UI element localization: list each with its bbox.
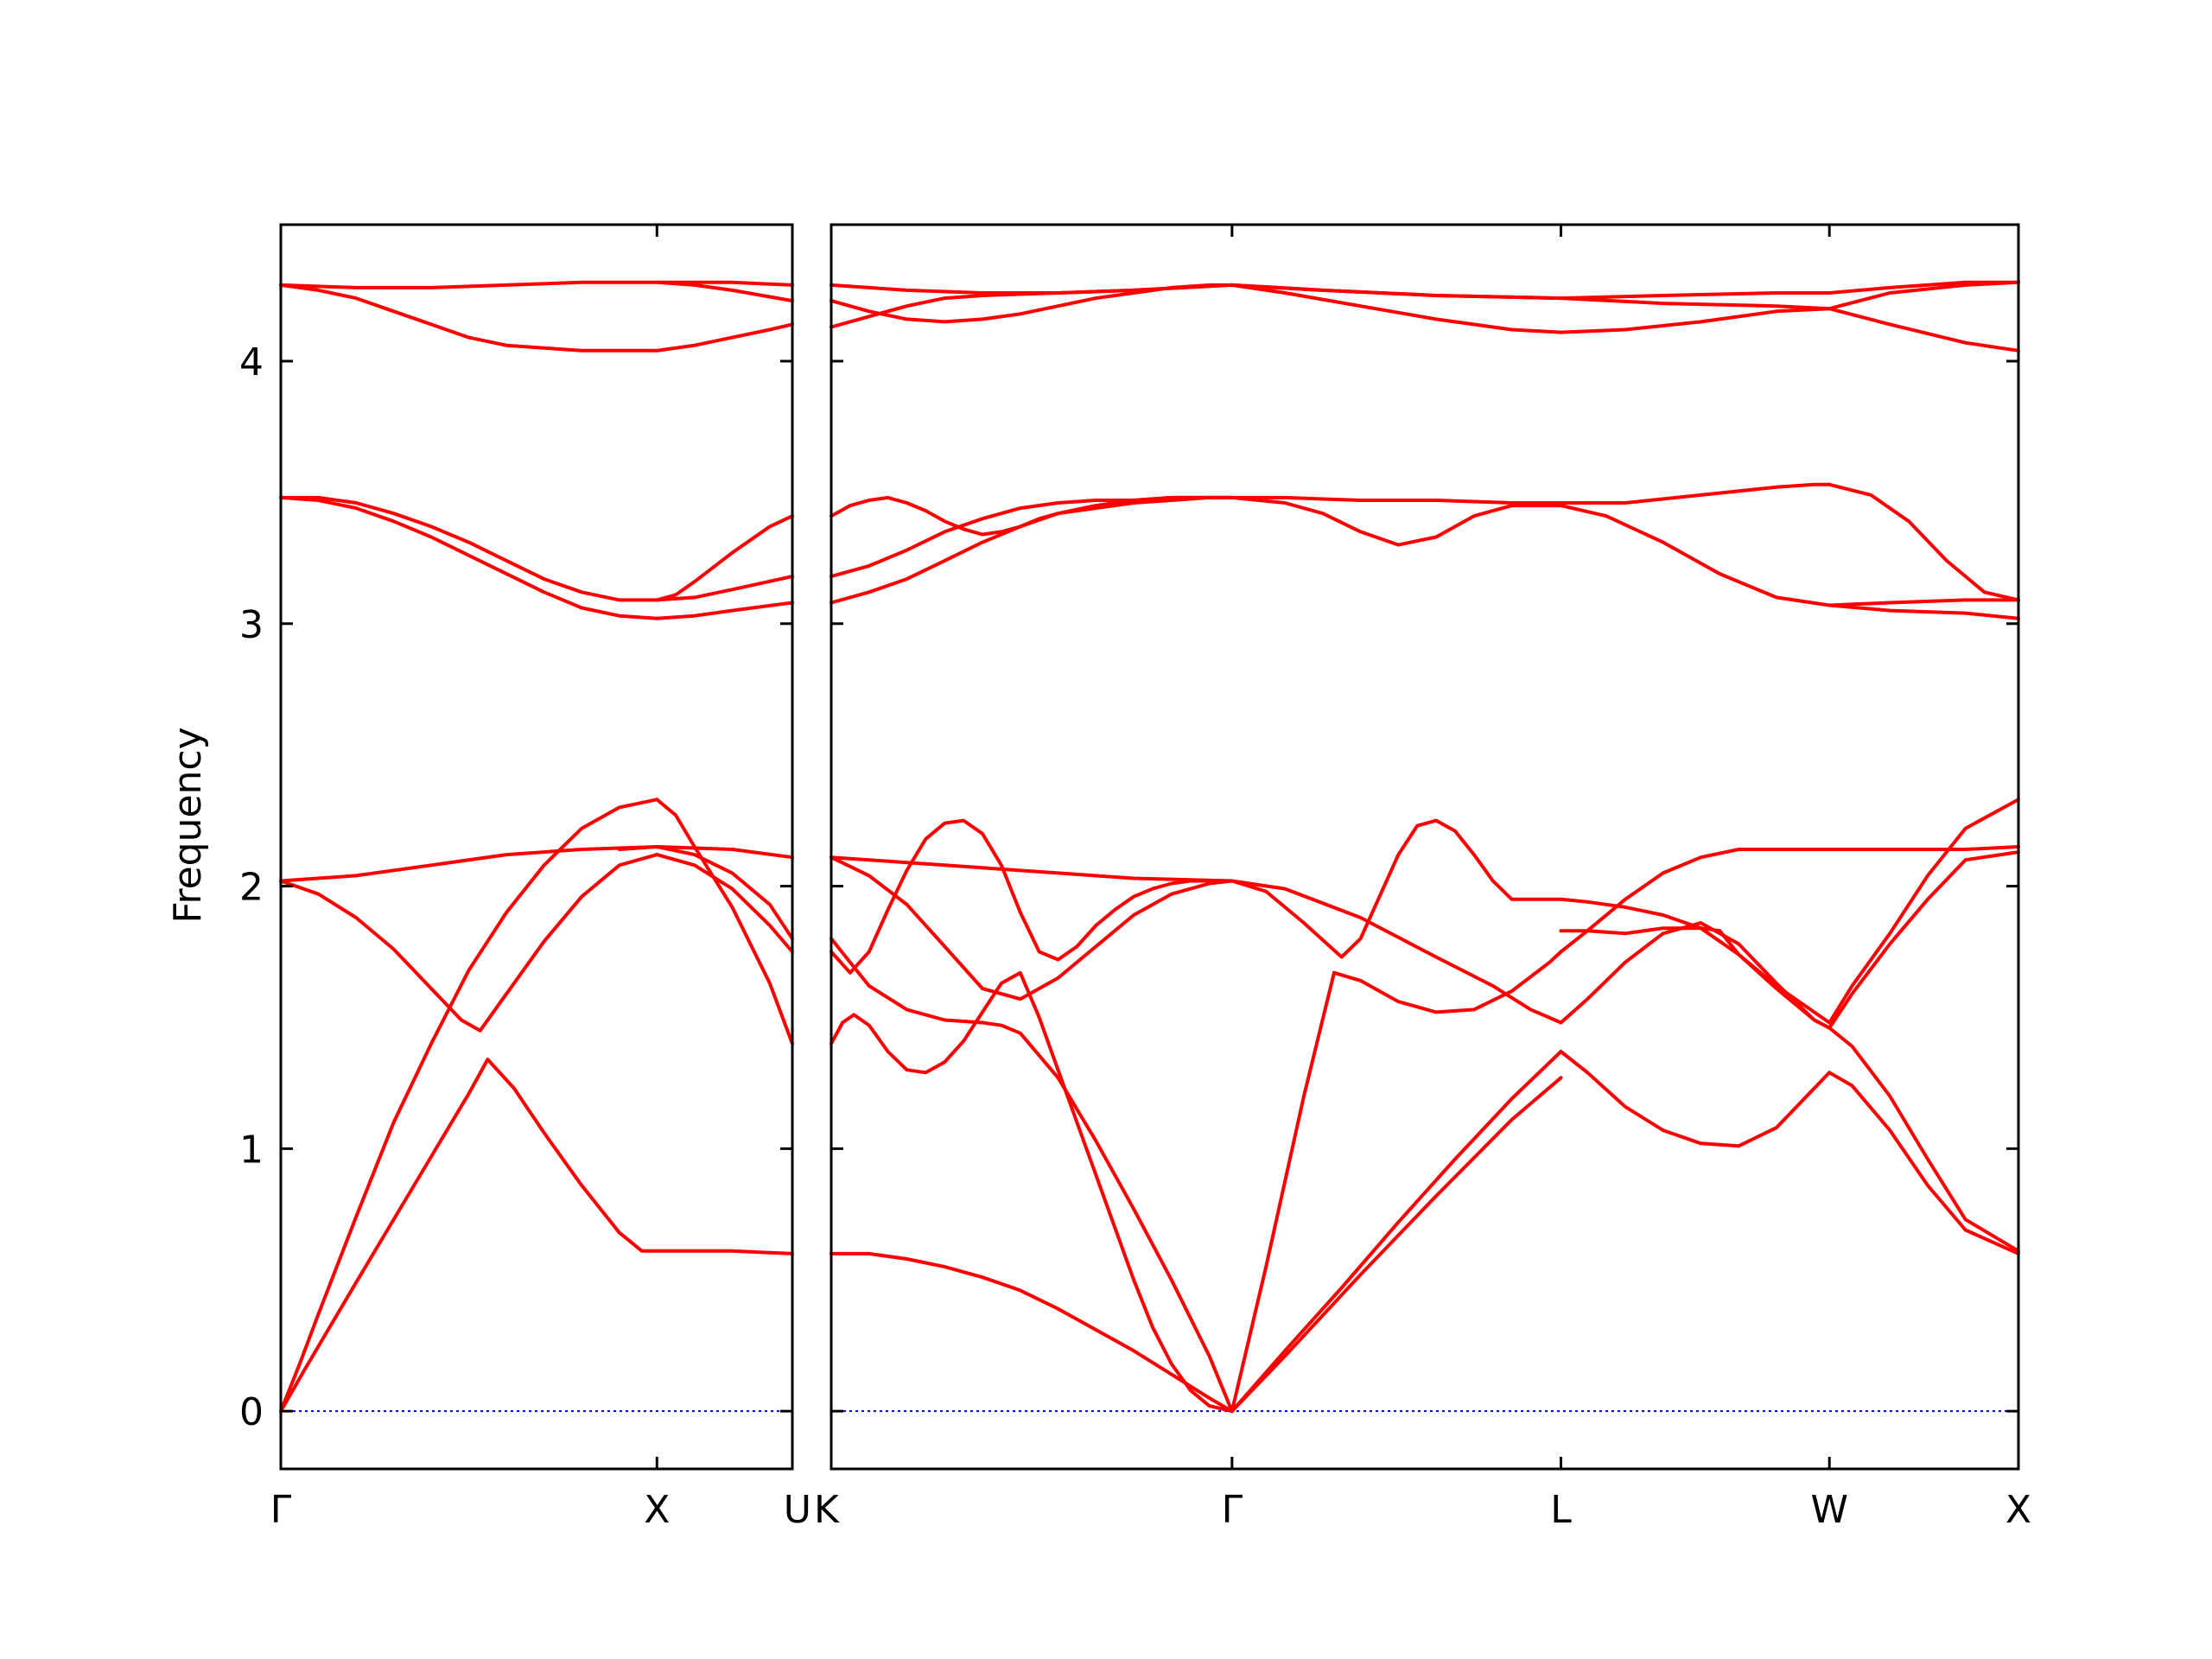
ytick-label: 2 [239, 866, 264, 910]
ytick-label: 3 [239, 603, 264, 647]
right-xtick-label: L [1550, 1488, 1572, 1532]
left-band-14 [655, 575, 794, 602]
right-band-26 [1230, 495, 1563, 505]
left-xtick-label: U [784, 1488, 811, 1532]
right-band-14 [1230, 818, 1563, 959]
right-band-27 [1559, 482, 1832, 505]
right-frame [830, 223, 2020, 1471]
left-band-12 [655, 601, 794, 620]
right-band-42 [830, 283, 1234, 295]
left-band-7 [478, 853, 659, 1033]
left-band-16 [279, 283, 659, 353]
right-band-12 [1230, 1076, 1563, 1414]
ytick-label: 0 [239, 1390, 264, 1434]
left-band-13 [279, 495, 659, 602]
right-band-33 [1827, 598, 2020, 607]
left-band-5 [655, 798, 794, 1046]
left-band-11 [279, 495, 659, 620]
left-band-19 [655, 280, 794, 303]
right-band-20 [830, 855, 1234, 883]
right-band-2 [1230, 1050, 1563, 1414]
right-xtick-label: W [1810, 1488, 1848, 1532]
right-band-4 [1737, 1071, 1832, 1148]
right-band-18 [1559, 921, 1832, 1030]
right-band-24 [1827, 798, 2020, 1025]
ytick-label: 4 [239, 340, 264, 385]
left-band-3 [655, 1249, 794, 1255]
y-axis: 0 1 2 3 4 [239, 340, 264, 1434]
right-xtick-label: Γ [1222, 1488, 1243, 1532]
left-xtick-label: X [644, 1488, 670, 1532]
right-band-32 [1827, 603, 2020, 620]
right-xtick-label: K [814, 1488, 840, 1532]
right-band-10 [1827, 845, 2020, 851]
right-band-30 [1230, 495, 1563, 547]
left-band-8 [655, 853, 794, 954]
left-band-10 [617, 845, 794, 941]
left-band-17 [655, 322, 794, 353]
ytick-label: 1 [239, 1128, 264, 1172]
right-band-25 [830, 495, 1234, 605]
right-band-28 [1827, 482, 2020, 602]
right-band-41 [1827, 307, 2020, 353]
y-axis-label: Frequency [166, 727, 210, 923]
right-band-22 [1718, 929, 1832, 1030]
right-band-19 [1827, 1026, 2020, 1253]
right-band-6 [830, 970, 1234, 1414]
right-band-23 [1827, 850, 2020, 1030]
left-frame [279, 223, 794, 1471]
right-band-21 [1559, 926, 1722, 936]
right-band-37 [1559, 307, 1832, 334]
left-band-15 [655, 514, 794, 602]
left-band-9 [279, 845, 794, 883]
right-xtick-label: X [2005, 1488, 2031, 1532]
left-band-4 [279, 798, 659, 1414]
right-band-11 [830, 937, 1234, 1414]
right-band-16 [830, 855, 1234, 1001]
left-xtick-label: Γ [270, 1488, 292, 1532]
right-band-13 [830, 818, 1234, 975]
right-band-1 [830, 1251, 1234, 1414]
left-band-6 [279, 879, 482, 1033]
right-band-31 [1559, 504, 1832, 607]
right-band-36 [1230, 283, 1563, 334]
left-band-2 [486, 1058, 659, 1253]
right-band-5 [1827, 1071, 2020, 1255]
right-band-29 [830, 495, 1234, 579]
left-band-18 [279, 280, 794, 289]
right-band-8 [1332, 950, 1563, 1014]
right-band-44 [1827, 280, 2020, 295]
left-band-1 [279, 1058, 490, 1414]
right-band-34 [830, 495, 1234, 537]
right-band-43 [1230, 283, 1832, 301]
right-band-9 [1559, 848, 1832, 954]
right-band-7 [1230, 970, 1336, 1414]
right-band-17 [1230, 879, 1563, 1025]
right-band-3 [1559, 1050, 1741, 1148]
